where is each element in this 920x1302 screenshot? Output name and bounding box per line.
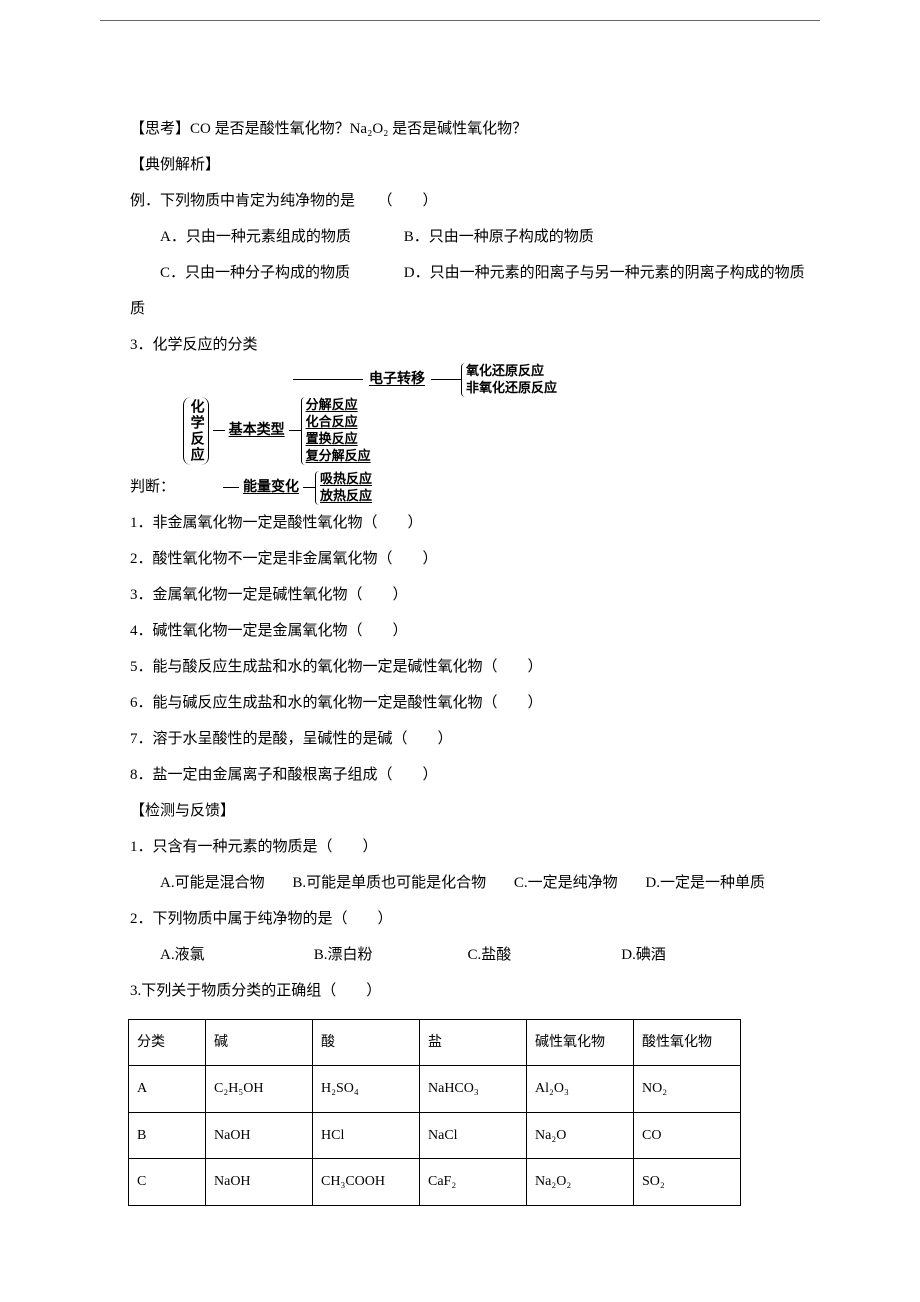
top-divider [100, 20, 820, 21]
thinking-label: 【思考】 [130, 121, 190, 137]
branch1-item-1: 非氧化还原反应 [466, 380, 557, 397]
thinking-line: 【思考】CO 是否是酸性氧化物？Na₂O₂ 是否是碱性氧化物？ [100, 111, 820, 147]
page-content: 【思考】CO 是否是酸性氧化物？Na₂O₂ 是否是碱性氧化物？ 【典例解析】 例… [0, 51, 920, 1246]
feedback-label: 【检测与反馈】 [100, 793, 820, 829]
branch2-item-0: 分解反应 [306, 397, 371, 414]
q2-options: A.液氯 B.漂白粉 C.盐酸 D.碘酒 [100, 937, 820, 973]
reaction-root: 化学反应 [183, 397, 209, 465]
branch1-items: 氧化还原反应 非氧化还原反应 [461, 363, 557, 397]
judge-label: 判断： [100, 469, 175, 505]
example-row-cd: C．只由一种分子构成的物质 D．只由一种元素的阳离子与另一种元素的阴离子构成的物… [100, 255, 820, 291]
table-row: C NaOH CH₃COOH CaF₂ Na₂O₂ SO₂ [129, 1159, 741, 1206]
q2-b: B.漂白粉 [284, 937, 434, 973]
cell: Na₂O₂ [527, 1159, 634, 1206]
q3-table: 分类 碱 酸 盐 碱性氧化物 酸性氧化物 A C₂H₅OH H₂SO₄ NaHC… [128, 1019, 741, 1206]
judge-5: 5．能与酸反应生成盐和水的氧化物一定是碱性氧化物（ ） [100, 649, 820, 685]
cell: CaF₂ [420, 1159, 527, 1206]
cell: A [129, 1066, 206, 1113]
cell: B [129, 1112, 206, 1159]
example-opt-d: D．只由一种元素的阳离子与另一种元素的阴离子构成的物质 [374, 255, 805, 291]
cell: C₂H₅OH [206, 1066, 313, 1113]
cell: Al₂O₃ [527, 1066, 634, 1113]
cell: H₂SO₄ [313, 1066, 420, 1113]
judge-7: 7．溶于水呈酸性的是酸，呈碱性的是碱（ ） [100, 721, 820, 757]
judge-3: 3．金属氧化物一定是碱性氧化物（ ） [100, 577, 820, 613]
q2-c: C.盐酸 [438, 937, 588, 973]
judge-1: 1．非金属氧化物一定是酸性氧化物（ ） [100, 505, 820, 541]
branch2-item-3: 复分解反应 [306, 448, 371, 465]
branch3-items: 吸热反应 放热反应 [315, 471, 372, 505]
branch1-item-0: 氧化还原反应 [466, 363, 557, 380]
example-opt-b: B．只由一种原子构成的物质 [374, 219, 594, 255]
judge-6: 6．能与碱反应生成盐和水的氧化物一定是酸性氧化物（ ） [100, 685, 820, 721]
q1-c: C.一定是纯净物 [514, 865, 618, 901]
q1-d: D.一定是一种单质 [645, 865, 765, 901]
cell: NO₂ [634, 1066, 741, 1113]
q2-stem: 2．下列物质中属于纯净物的是（ ） [100, 901, 820, 937]
th-1: 碱 [206, 1019, 313, 1066]
q1-a: A.可能是混合物 [160, 865, 265, 901]
example-opt-c: C．只由一种分子构成的物质 [130, 255, 370, 291]
cell: SO₂ [634, 1159, 741, 1206]
cell: NaOH [206, 1159, 313, 1206]
reaction-diagram: 电子转移 氧化还原反应 非氧化还原反应 化学反应 基本类型 分解反应 化合反应 … [183, 363, 557, 505]
branch2-items: 分解反应 化合反应 置换反应 复分解反应 [301, 397, 371, 465]
th-2: 酸 [313, 1019, 420, 1066]
example-stem: 例．下列物质中肯定为纯净物的是 （ ） [100, 183, 820, 219]
table-row: B NaOH HCl NaCl Na₂O CO [129, 1112, 741, 1159]
cell: CH₃COOH [313, 1159, 420, 1206]
cell: CO [634, 1112, 741, 1159]
cell: NaHCO₃ [420, 1066, 527, 1113]
judge-4: 4．碱性氧化物一定是金属氧化物（ ） [100, 613, 820, 649]
branch3-label: 能量变化 [243, 478, 299, 498]
reaction-diagram-row: 判断： 电子转移 氧化还原反应 非氧化还原反应 化学反应 基本类型 [100, 363, 820, 505]
reaction-title: 3．化学反应的分类 [100, 327, 820, 363]
example-section-label: 【典例解析】 [100, 147, 820, 183]
cell: HCl [313, 1112, 420, 1159]
th-4: 碱性氧化物 [527, 1019, 634, 1066]
branch2-label: 基本类型 [229, 421, 285, 441]
branch1-label: 电子转移 [369, 370, 425, 390]
example-opt-a: A．只由一种元素组成的物质 [130, 219, 370, 255]
table-header-row: 分类 碱 酸 盐 碱性氧化物 酸性氧化物 [129, 1019, 741, 1066]
branch3-item-0: 吸热反应 [320, 471, 372, 488]
example-opt-d-tail: 质 [100, 291, 820, 327]
th-5: 酸性氧化物 [634, 1019, 741, 1066]
thinking-text: CO 是否是酸性氧化物？Na₂O₂ 是否是碱性氧化物？ [190, 121, 527, 137]
q2-a: A.液氯 [130, 937, 280, 973]
q1-stem: 1．只含有一种元素的物质是（ ） [100, 829, 820, 865]
table-row: A C₂H₅OH H₂SO₄ NaHCO₃ Al₂O₃ NO₂ [129, 1066, 741, 1113]
cell: NaCl [420, 1112, 527, 1159]
q1-b: B.可能是单质也可能是化合物 [292, 865, 486, 901]
example-row-ab: A．只由一种元素组成的物质 B．只由一种原子构成的物质 [100, 219, 820, 255]
q1-options: A.可能是混合物 B.可能是单质也可能是化合物 C.一定是纯净物 D.一定是一种… [100, 865, 820, 901]
branch2-item-2: 置换反应 [306, 431, 371, 448]
cell: NaOH [206, 1112, 313, 1159]
cell: C [129, 1159, 206, 1206]
branch3-item-1: 放热反应 [320, 488, 372, 505]
q2-d: D.碘酒 [591, 937, 741, 973]
q3-stem: 3.下列关于物质分类的正确组（ ） [100, 973, 820, 1009]
judge-8: 8．盐一定由金属离子和酸根离子组成（ ） [100, 757, 820, 793]
cell: Na₂O [527, 1112, 634, 1159]
th-0: 分类 [129, 1019, 206, 1066]
th-3: 盐 [420, 1019, 527, 1066]
judge-2: 2．酸性氧化物不一定是非金属氧化物（ ） [100, 541, 820, 577]
branch2-item-1: 化合反应 [306, 414, 371, 431]
